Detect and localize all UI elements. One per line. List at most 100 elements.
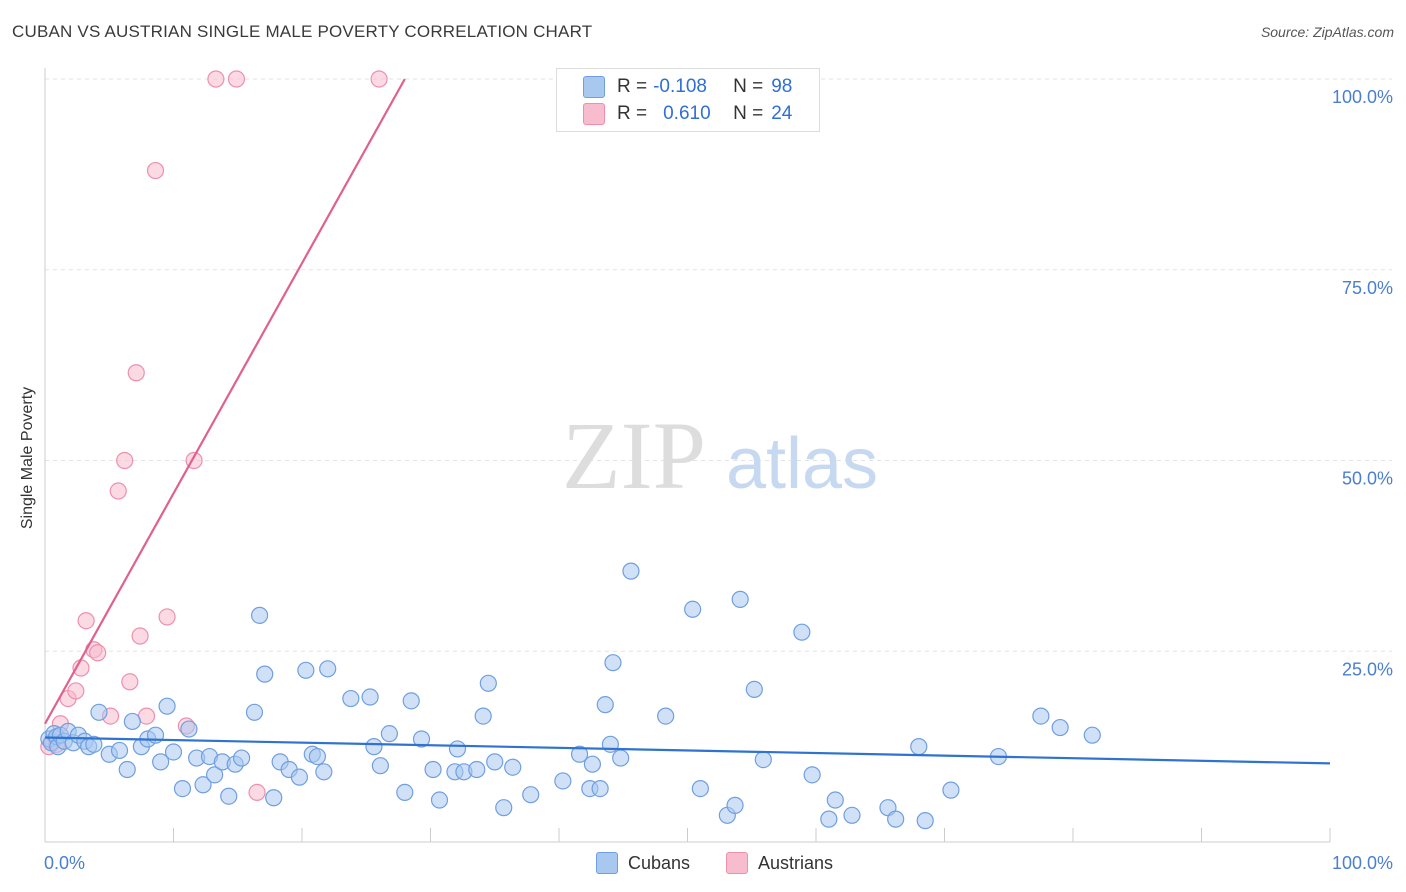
cubans-point — [448, 740, 467, 758]
cubans-point — [1083, 726, 1101, 744]
cubans-point — [591, 779, 609, 798]
cubans-point — [402, 692, 420, 710]
cubans-point — [308, 747, 327, 766]
cubans-point — [245, 703, 264, 721]
cubans-point — [250, 606, 269, 624]
cubans-point — [486, 753, 504, 771]
cubans-point — [691, 779, 709, 798]
cubans-point — [256, 665, 274, 683]
cubans-point — [468, 760, 486, 779]
legend-n-label: N = — [733, 103, 764, 124]
cubans-point — [1032, 707, 1050, 725]
cubans-point — [396, 783, 414, 802]
cubans-point — [887, 810, 905, 828]
legend-n-value: 98 — [771, 76, 793, 97]
cubans-point — [365, 738, 383, 756]
axes — [44, 68, 1331, 843]
cubans-point — [479, 674, 497, 692]
tick-labels: 25.0% 50.0% 75.0% 100.0% 0.0% 100.0% — [44, 87, 1393, 873]
cubans-point — [793, 623, 811, 641]
cubans-point — [570, 745, 589, 763]
cubans-points — [40, 562, 1101, 830]
watermark-atlas: atlas — [726, 424, 878, 504]
cubans-point — [474, 707, 492, 725]
trendlines — [44, 78, 1331, 765]
cubans-point — [173, 779, 192, 798]
cubans-point — [85, 735, 103, 753]
cubans-point — [604, 654, 622, 672]
austrians-point — [77, 612, 95, 630]
cubans-point — [361, 688, 379, 706]
y-tick-label: 25.0% — [1342, 659, 1393, 679]
cubans-point — [843, 806, 861, 824]
austrians-point — [67, 682, 85, 700]
cubans-point — [495, 799, 513, 817]
legend-r-value: -0.108 — [653, 76, 707, 97]
cubans-point — [315, 763, 333, 781]
austrians-swatch — [726, 852, 748, 874]
austrians-point — [227, 70, 246, 88]
cubans-point — [233, 749, 251, 767]
cubans-point — [371, 757, 389, 775]
cubans-point — [504, 758, 522, 776]
cubans-point — [424, 760, 442, 779]
cubans-trendline — [44, 736, 1331, 765]
watermark-zip: ZIP — [562, 402, 706, 509]
cubans-point — [118, 760, 136, 779]
cubans-point — [684, 600, 702, 618]
austrians-point — [146, 161, 165, 180]
cubans-point — [180, 720, 198, 738]
cubans-point — [90, 703, 108, 721]
legend-r-label: R = — [617, 76, 648, 97]
cubans-point — [290, 768, 309, 786]
cubans-point — [194, 776, 212, 794]
austrians-label: Austrians — [758, 852, 834, 873]
cubans-point — [910, 738, 928, 756]
austrians-point — [121, 673, 139, 691]
cubans-point — [554, 772, 572, 790]
cubans-point — [164, 743, 183, 761]
source-label: Source: ZipAtlas.com — [1260, 24, 1394, 40]
legend-r-label: R = — [617, 103, 648, 124]
cubans-point — [220, 787, 238, 805]
cubans-point — [803, 766, 821, 784]
cubans-point — [110, 741, 129, 760]
legend-swatch-austrians — [583, 103, 605, 125]
austrians-point — [248, 783, 266, 802]
chart-title: CUBAN VS AUSTRIAN SINGLE MALE POVERTY CO… — [12, 22, 593, 41]
austrians-points — [40, 70, 388, 802]
y-tick-label: 75.0% — [1342, 278, 1393, 298]
austrians-point — [109, 482, 127, 500]
cubans-point — [583, 755, 602, 773]
austrians-point — [89, 644, 107, 662]
cubans-point — [745, 680, 763, 699]
cubans-point — [820, 810, 838, 828]
cubans-point — [342, 689, 360, 708]
gridlines — [45, 78, 1392, 652]
legend-r-value: 0.610 — [663, 103, 711, 124]
cubans-point — [942, 781, 960, 799]
cubans-point — [380, 725, 398, 743]
cubans-point — [731, 590, 749, 608]
cubans-point — [265, 789, 283, 807]
y-tick-label: 50.0% — [1342, 469, 1393, 489]
austrians-point — [158, 608, 176, 626]
austrians-trendline — [44, 78, 406, 725]
cubans-point — [123, 712, 141, 731]
legend-swatch-cubans — [583, 76, 605, 98]
cubans-point — [916, 812, 934, 830]
cubans-point — [158, 697, 176, 715]
x-tick-label: 100.0% — [1332, 853, 1393, 873]
stats-legend: R = -0.108 N = 98 R = 0.610 N = 24 — [556, 68, 820, 132]
cubans-point — [622, 562, 640, 580]
x-tick-label: 0.0% — [44, 853, 85, 873]
austrians-point — [116, 451, 134, 470]
austrians-point — [131, 627, 149, 645]
legend-n-label: N = — [733, 76, 764, 97]
cubans-point — [297, 661, 315, 679]
cubans-point — [612, 749, 630, 767]
cubans-point — [826, 791, 844, 809]
cubans-swatch — [596, 852, 618, 874]
cubans-point — [206, 766, 224, 784]
